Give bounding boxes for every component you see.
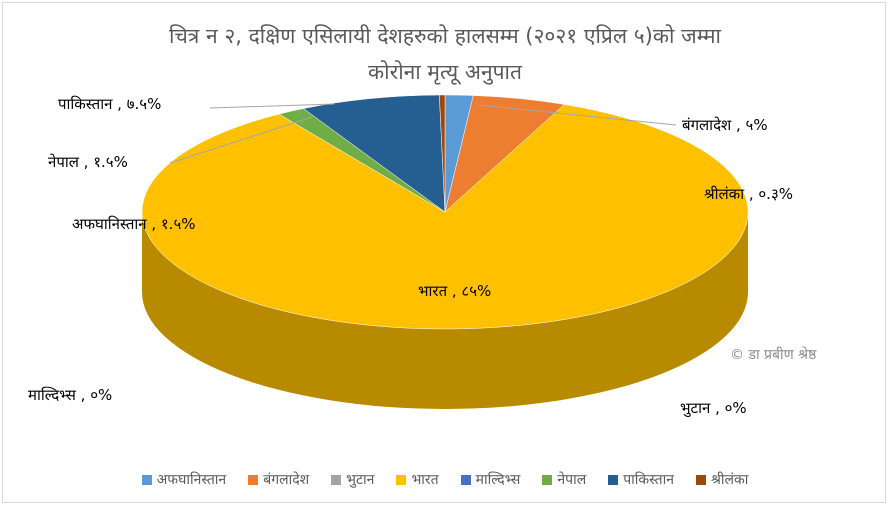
legend-label: श्रीलंका	[710, 472, 749, 488]
pie-slice-भारत	[141, 104, 749, 330]
legend-item-बंगलादेश: बंगलादेश	[248, 470, 309, 489]
legend-item-पाकिस्तान: पाकिस्तान	[608, 470, 674, 489]
legend-item-माल्दिभ्स: माल्दिभ्स	[460, 470, 521, 489]
leader-line-नेपाल	[169, 116, 313, 164]
data-label-अफघानिस्तान: अफघानिस्तान , १.५%	[72, 215, 196, 233]
data-label-माल्दिभ्स: माल्दिभ्स , ०%	[28, 386, 112, 404]
legend-label: अफघानिस्तान	[156, 472, 227, 488]
data-label-नेपाल: नेपाल , १.५%	[48, 153, 128, 171]
legend-item-भुटान: भुटान	[331, 470, 374, 489]
legend-item-श्रीलंका: श्रीलंका	[695, 470, 749, 489]
legend-item-अफघानिस्तान: अफघानिस्तान	[141, 470, 227, 489]
legend-swatch	[396, 474, 407, 485]
data-label-भारत: भारत , ८५%	[418, 282, 491, 300]
chart-title-line2: कोरोना मृत्यू अनुपात	[368, 60, 522, 84]
chart-legend: अफघानिस्तान बंगलादेश भुटान भारत माल्दिभ्स नेप…	[0, 470, 890, 489]
data-label-पाकिस्तान: पाकिस्तान , ७.५%	[58, 95, 161, 113]
pie-slice-पाकिस्तान	[302, 94, 446, 213]
leader-line-बंगलादेश	[477, 104, 677, 126]
data-label-भुटान: भुटान , ०%	[680, 399, 747, 418]
legend-label: पाकिस्तान	[623, 472, 674, 488]
data-label-श्रीलंका: श्रीलंका , ०.३%	[704, 185, 793, 203]
leader-line-पाकिस्तान	[209, 103, 335, 109]
legend-swatch	[460, 474, 471, 485]
legend-item-नेपाल: नेपाल	[542, 470, 586, 489]
legend-swatch	[141, 474, 152, 485]
legend-item-भारत: भारत	[396, 470, 439, 489]
data-label-बंगलादेश: बंगलादेश , ५%	[682, 116, 768, 134]
legend-swatch	[542, 474, 553, 485]
chart-title-line1: चित्र न २, दक्षिण एसिलायी देशहरुको हालसम…	[169, 24, 721, 48]
legend-label: भुटान	[346, 472, 375, 488]
watermark: © डा प्रबीण श्रेष्ठ	[730, 347, 817, 363]
chart-title: चित्र न २, दक्षिण एसिलायी देशहरुको हालसम…	[0, 18, 890, 90]
legend-swatch	[695, 474, 706, 485]
pie-slice-श्रीलंका	[439, 94, 446, 213]
legend-label: माल्दिभ्स	[475, 472, 521, 488]
legend-swatch	[608, 474, 619, 485]
legend-label: बंगलादेश	[263, 472, 310, 488]
legend-swatch	[248, 474, 259, 485]
legend-label: नेपाल	[557, 472, 587, 488]
legend-label: भारत	[411, 472, 439, 488]
pie-side-भारत	[142, 212, 748, 409]
legend-swatch	[331, 474, 342, 485]
